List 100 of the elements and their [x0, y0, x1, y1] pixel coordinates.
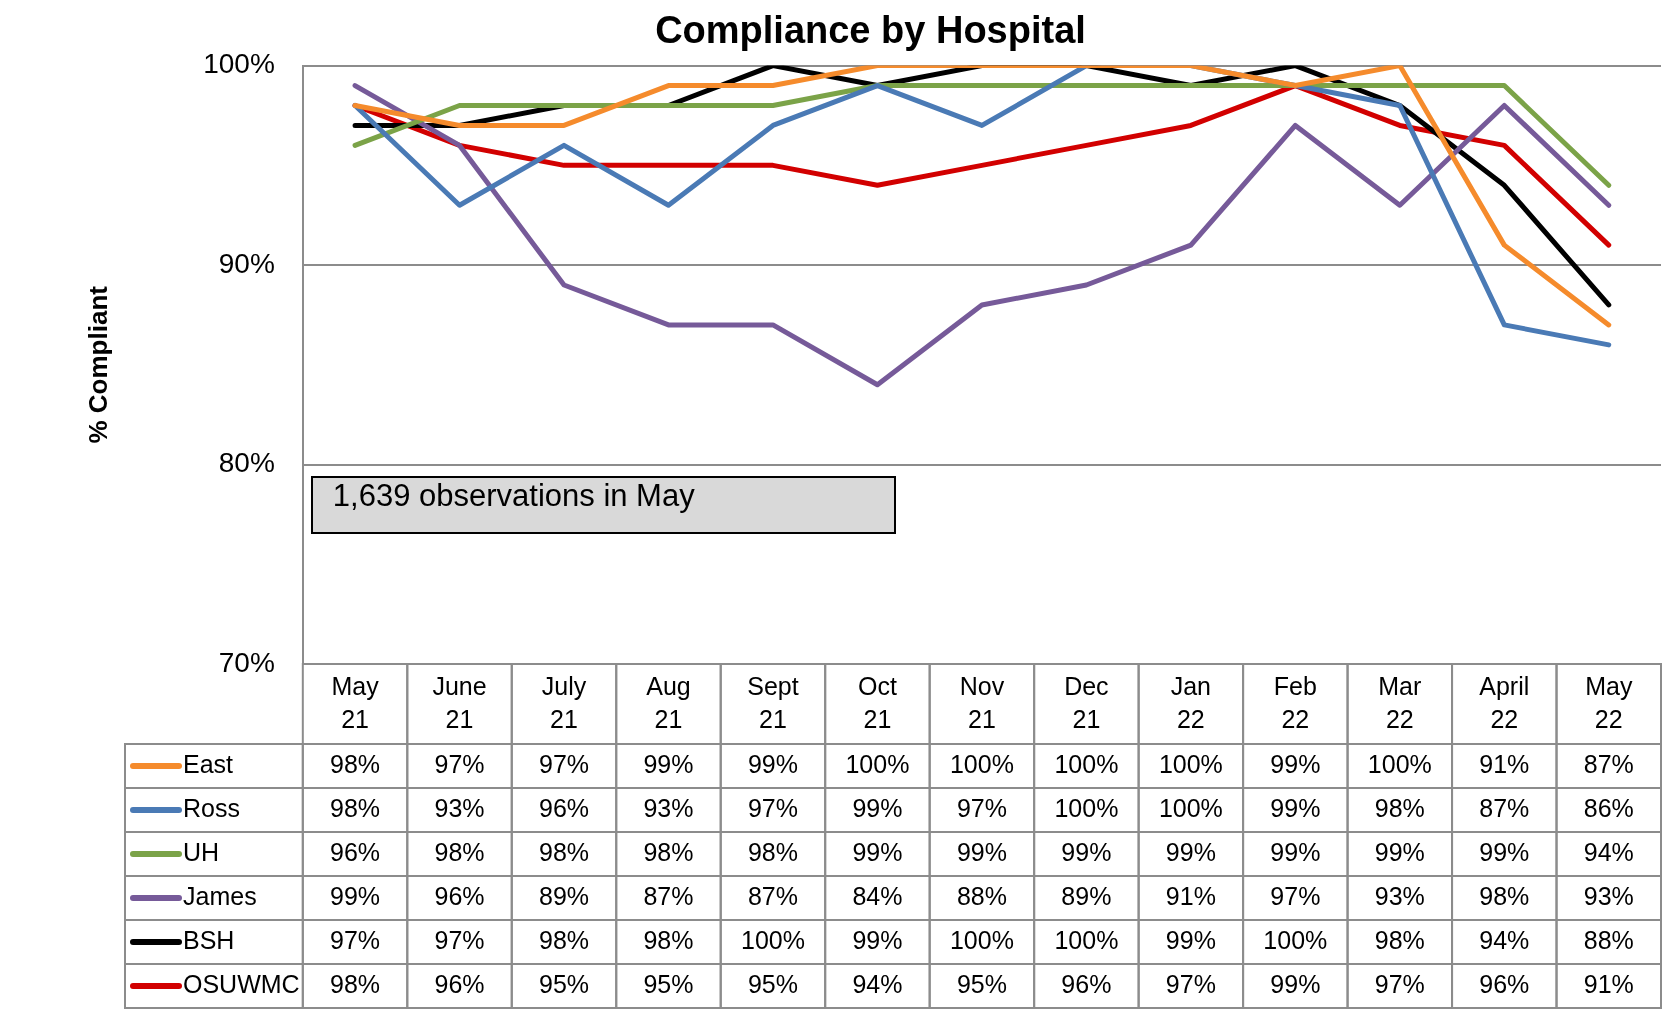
data-label: 99%: [330, 881, 381, 910]
data-label: 99%: [747, 749, 798, 778]
data-label: 100%: [949, 749, 1014, 778]
data-label: 87%: [747, 881, 798, 910]
x-tick-label: Oct 21: [857, 671, 897, 733]
data-label: 98%: [643, 837, 694, 866]
data-label: 99%: [1270, 837, 1321, 866]
data-label: 95%: [643, 969, 694, 998]
x-tick-label: July 21: [541, 671, 587, 733]
x-tick-label: Mar 22: [1378, 671, 1422, 733]
data-label: 98%: [434, 837, 485, 866]
data-label: 93%: [434, 793, 485, 822]
data-label: 91%: [1583, 969, 1634, 998]
data-label: 99%: [1165, 925, 1216, 954]
data-label: 99%: [1479, 837, 1530, 866]
y-axis-title: % Compliant: [82, 285, 113, 444]
data-label: 100%: [1054, 749, 1119, 778]
data-label: 96%: [434, 881, 485, 910]
data-label: 97%: [538, 749, 590, 778]
x-tick-label: Nov 21: [959, 671, 1005, 733]
data-label: 89%: [538, 881, 590, 910]
data-label: 100%: [1158, 793, 1223, 822]
data-label: 99%: [852, 837, 903, 866]
data-label: 100%: [1054, 793, 1119, 822]
x-tick-label: Jan 22: [1170, 671, 1212, 733]
data-label: 84%: [852, 881, 903, 910]
data-label: 100%: [1367, 749, 1432, 778]
y-tick-label: 80%: [218, 447, 275, 479]
data-label: 95%: [956, 969, 1007, 998]
data-label: 95%: [747, 969, 798, 998]
legend-label: OSUWMC: [183, 969, 300, 998]
data-label: 97%: [434, 749, 485, 778]
data-label: 97%: [434, 925, 485, 954]
data-label: 94%: [1479, 925, 1530, 954]
data-label: 98%: [330, 793, 381, 822]
data-label: 87%: [1583, 749, 1634, 778]
data-label: 98%: [747, 837, 798, 866]
data-label: 97%: [1270, 881, 1321, 910]
data-label: 98%: [643, 925, 694, 954]
y-tick-label: 70%: [218, 646, 275, 678]
legend-label: James: [183, 881, 257, 910]
y-tick-label: 100%: [203, 48, 275, 80]
x-tick-label: May 21: [331, 671, 380, 733]
data-label: 96%: [434, 969, 485, 998]
data-label: 97%: [956, 793, 1007, 822]
data-label: 99%: [852, 793, 903, 822]
legend-label: Ross: [183, 793, 240, 822]
data-label: 99%: [956, 837, 1007, 866]
data-label: 88%: [956, 881, 1007, 910]
data-label: 97%: [1374, 969, 1425, 998]
data-label: 98%: [1374, 793, 1425, 822]
legend-label: East: [183, 749, 234, 778]
x-tick-label: Feb 22: [1273, 671, 1317, 733]
data-label: 94%: [1583, 837, 1634, 866]
data-label: 99%: [1061, 837, 1112, 866]
data-label: 97%: [1165, 969, 1216, 998]
data-label: 99%: [643, 749, 694, 778]
data-label: 99%: [1374, 837, 1425, 866]
data-label: 100%: [740, 925, 805, 954]
y-tick-label: 90%: [218, 247, 275, 279]
x-tick-label: Dec 21: [1064, 671, 1109, 733]
data-label: 98%: [1374, 925, 1425, 954]
data-label: 89%: [1061, 881, 1112, 910]
data-label: 87%: [643, 881, 694, 910]
data-label: 93%: [1374, 881, 1425, 910]
chart-title: Compliance by Hospital: [655, 9, 1086, 52]
data-label: 96%: [330, 837, 381, 866]
data-label: 91%: [1479, 749, 1530, 778]
note-box: 1,639 observations in May: [310, 475, 896, 534]
x-tick-label: June 21: [432, 671, 487, 733]
data-label: 97%: [747, 793, 798, 822]
legend-label: BSH: [183, 925, 235, 954]
data-label: 95%: [538, 969, 590, 998]
data-label: 94%: [852, 969, 903, 998]
data-label: 98%: [330, 749, 381, 778]
x-tick-label: Aug 21: [646, 671, 691, 733]
data-label: 99%: [852, 925, 903, 954]
data-label: 100%: [845, 749, 910, 778]
legend-label: UH: [183, 837, 220, 866]
data-label: 99%: [1270, 793, 1321, 822]
data-label: 99%: [1270, 969, 1321, 998]
data-label: 99%: [1270, 749, 1321, 778]
x-tick-label: April 22: [1479, 671, 1530, 733]
data-label: 88%: [1583, 925, 1634, 954]
data-label: 96%: [538, 793, 590, 822]
data-label: 87%: [1479, 793, 1530, 822]
data-label: 96%: [1061, 969, 1112, 998]
data-label: 99%: [1165, 837, 1216, 866]
data-label: 91%: [1165, 881, 1216, 910]
data-label: 98%: [330, 969, 381, 998]
x-tick-label: Sept 21: [747, 671, 799, 733]
data-label: 96%: [1479, 969, 1530, 998]
x-tick-label: May 22: [1585, 671, 1633, 733]
data-label: 93%: [1583, 881, 1634, 910]
data-label: 98%: [1479, 881, 1530, 910]
data-label: 100%: [1054, 925, 1119, 954]
data-label: 100%: [1158, 749, 1223, 778]
data-label: 100%: [949, 925, 1014, 954]
data-label: 97%: [330, 925, 381, 954]
data-label: 93%: [643, 793, 694, 822]
